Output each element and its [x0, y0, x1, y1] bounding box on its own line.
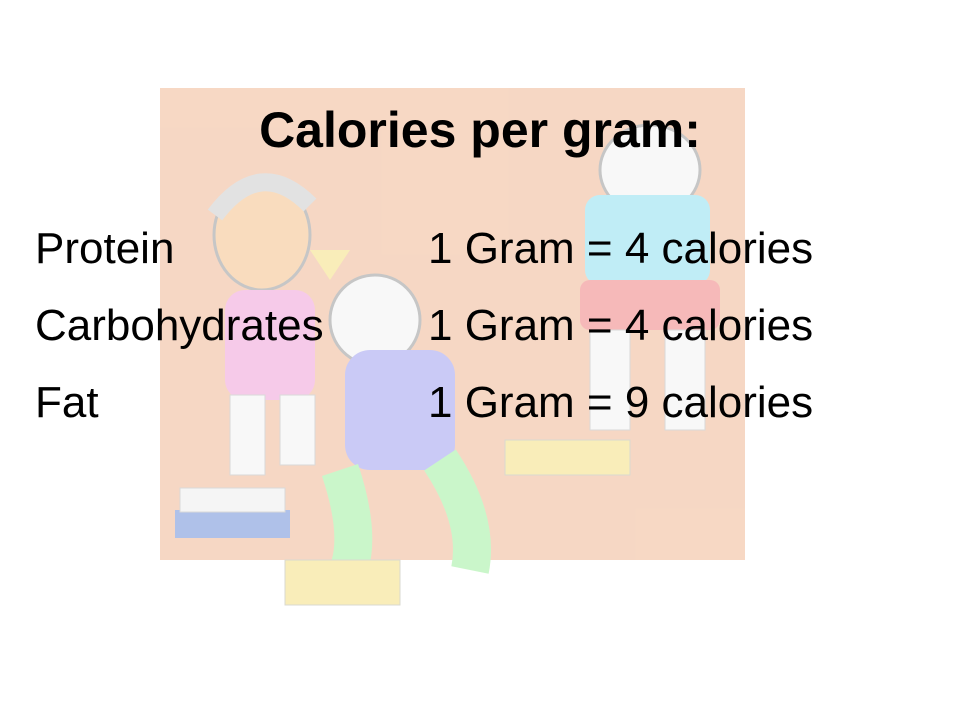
figure-leg: [664, 329, 706, 431]
figure-leg: [589, 329, 631, 431]
background-clipart: [160, 88, 745, 606]
slide-title: Calories per gram:: [259, 102, 701, 158]
step-block: [284, 559, 401, 606]
figure-leg: [279, 394, 316, 466]
calorie-value: 1 Gram = 9 calories: [428, 378, 813, 427]
calorie-list: Protein 1 Gram = 4 calories Carbohydrates 1…: [35, 224, 813, 427]
figure-legs: [321, 449, 491, 574]
figure-body: [225, 290, 315, 400]
nutrient-name: Protein: [35, 224, 174, 273]
figure-shorts: [580, 280, 720, 330]
nutrient-name: Carbohydrates: [35, 301, 324, 350]
dumbbell: [310, 250, 350, 280]
calorie-value: 1 Gram = 4 calories: [428, 224, 813, 273]
step-block: [175, 510, 290, 538]
step-block: [504, 439, 631, 476]
nutrient-name: Fat: [35, 378, 99, 427]
figure-hair: [207, 173, 317, 221]
figure-leg: [229, 394, 266, 476]
step-block: [179, 487, 286, 513]
figure-body: [585, 195, 710, 285]
calorie-value: 1 Gram = 4 calories: [428, 301, 813, 350]
figure-body: [345, 350, 455, 470]
